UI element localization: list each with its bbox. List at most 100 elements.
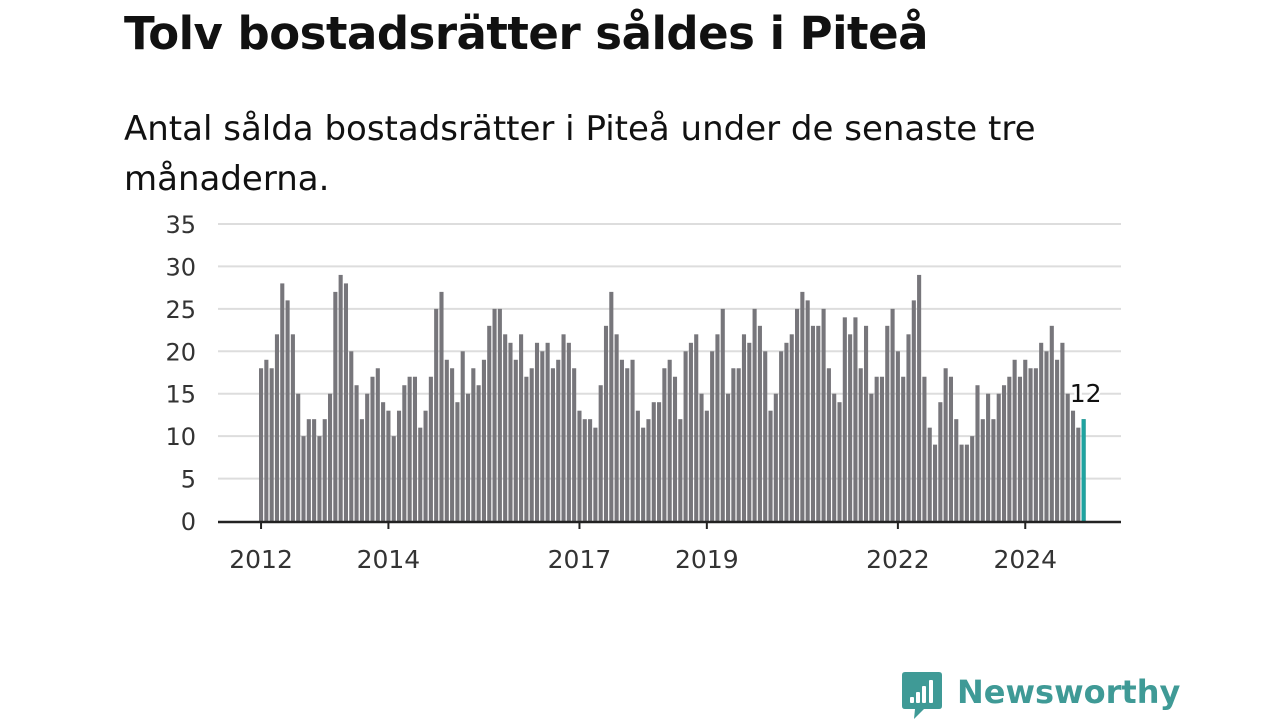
- bar: [301, 436, 306, 521]
- bar: [874, 376, 879, 521]
- bar: [396, 410, 402, 521]
- bar: [635, 410, 640, 521]
- bar: [391, 436, 396, 521]
- bar: [917, 274, 922, 521]
- bar: [625, 368, 630, 521]
- bar: [540, 351, 545, 521]
- newsworthy-logo: Newsworthy: [902, 672, 1180, 720]
- bar: [359, 419, 364, 521]
- y-tick-label: 15: [165, 381, 196, 409]
- bar: [715, 334, 720, 521]
- bar: [779, 351, 784, 521]
- bar: [375, 368, 380, 521]
- y-tick-label: 10: [165, 423, 196, 451]
- bar: [747, 342, 752, 521]
- bar: [423, 410, 428, 521]
- chart-subtitle: Antal sålda bostadsrätter i Piteå under …: [124, 109, 1036, 199]
- bar: [285, 300, 290, 521]
- bar: [1007, 376, 1012, 521]
- y-tick-label: 35: [165, 211, 196, 239]
- bar: [503, 334, 508, 521]
- annotations: 12: [1067, 377, 1104, 411]
- bar: [890, 308, 895, 521]
- bar: [1065, 393, 1070, 521]
- y-tick-label: 20: [165, 338, 196, 366]
- bar: [317, 436, 322, 521]
- bar: [1055, 359, 1060, 521]
- bar: [927, 427, 932, 521]
- bar: [327, 393, 333, 521]
- bar: [588, 419, 593, 521]
- bar: [439, 291, 444, 521]
- bar: [338, 274, 343, 521]
- bar: [810, 325, 816, 521]
- bar: [529, 368, 534, 521]
- bar: [556, 359, 561, 521]
- bar: [991, 419, 996, 521]
- bar: [816, 325, 821, 521]
- bar: [1049, 325, 1054, 521]
- bar: [980, 419, 985, 521]
- bar: [264, 359, 269, 521]
- bar: [667, 359, 672, 521]
- bar: [757, 325, 762, 521]
- bar: [789, 334, 794, 521]
- bar: [710, 351, 715, 521]
- bar: [731, 368, 736, 521]
- bar: [619, 359, 624, 521]
- bar: [954, 419, 959, 521]
- bar: [657, 402, 662, 521]
- bar: [763, 351, 768, 521]
- x-tick-label: 2022: [866, 545, 930, 574]
- bar: [1001, 385, 1007, 521]
- bar: [641, 427, 646, 521]
- bar: [704, 410, 709, 521]
- bar: [646, 419, 651, 521]
- bar: [662, 368, 667, 521]
- y-tick-label: 30: [165, 253, 196, 281]
- bar: [720, 308, 725, 521]
- bar: [1044, 351, 1049, 521]
- bar: [911, 300, 916, 521]
- bar: [795, 308, 800, 521]
- bar: [736, 368, 741, 521]
- bar: [922, 376, 927, 521]
- bar: [402, 385, 407, 521]
- bar: [444, 359, 449, 521]
- y-tick-label: 0: [181, 508, 196, 536]
- bar: [699, 393, 704, 521]
- bar: [863, 325, 869, 521]
- bar: [455, 402, 460, 521]
- bar: [938, 402, 943, 521]
- bar: [577, 410, 582, 521]
- y-tick-label: 25: [165, 296, 196, 324]
- bar: [572, 368, 577, 521]
- bar: [975, 385, 980, 521]
- bar: [280, 283, 285, 521]
- chart-title: Tolv bostadsrätter såldes i Piteå: [124, 7, 928, 60]
- bar: [434, 308, 439, 521]
- bar: [566, 342, 571, 521]
- bars: [259, 274, 1086, 521]
- bar: [970, 436, 975, 521]
- x-tick-label: 2017: [548, 545, 612, 574]
- highlight-bar: [1081, 419, 1086, 521]
- bar: [343, 283, 349, 521]
- bar: [932, 444, 938, 521]
- x-tick-label: 2014: [357, 545, 421, 574]
- bar: [450, 368, 455, 521]
- brand-name: Newsworthy: [957, 673, 1181, 711]
- bar: [901, 376, 906, 521]
- bar: [853, 317, 858, 521]
- bar: [651, 402, 656, 521]
- bar: [895, 351, 900, 521]
- bar: [524, 376, 529, 521]
- bar: [805, 300, 810, 521]
- bar: [603, 325, 609, 521]
- bar: [821, 308, 826, 521]
- bar: [964, 444, 969, 521]
- x-tick-label: 2019: [675, 545, 739, 574]
- bar: [768, 410, 773, 521]
- bar: [826, 368, 831, 521]
- bar: [1076, 427, 1081, 521]
